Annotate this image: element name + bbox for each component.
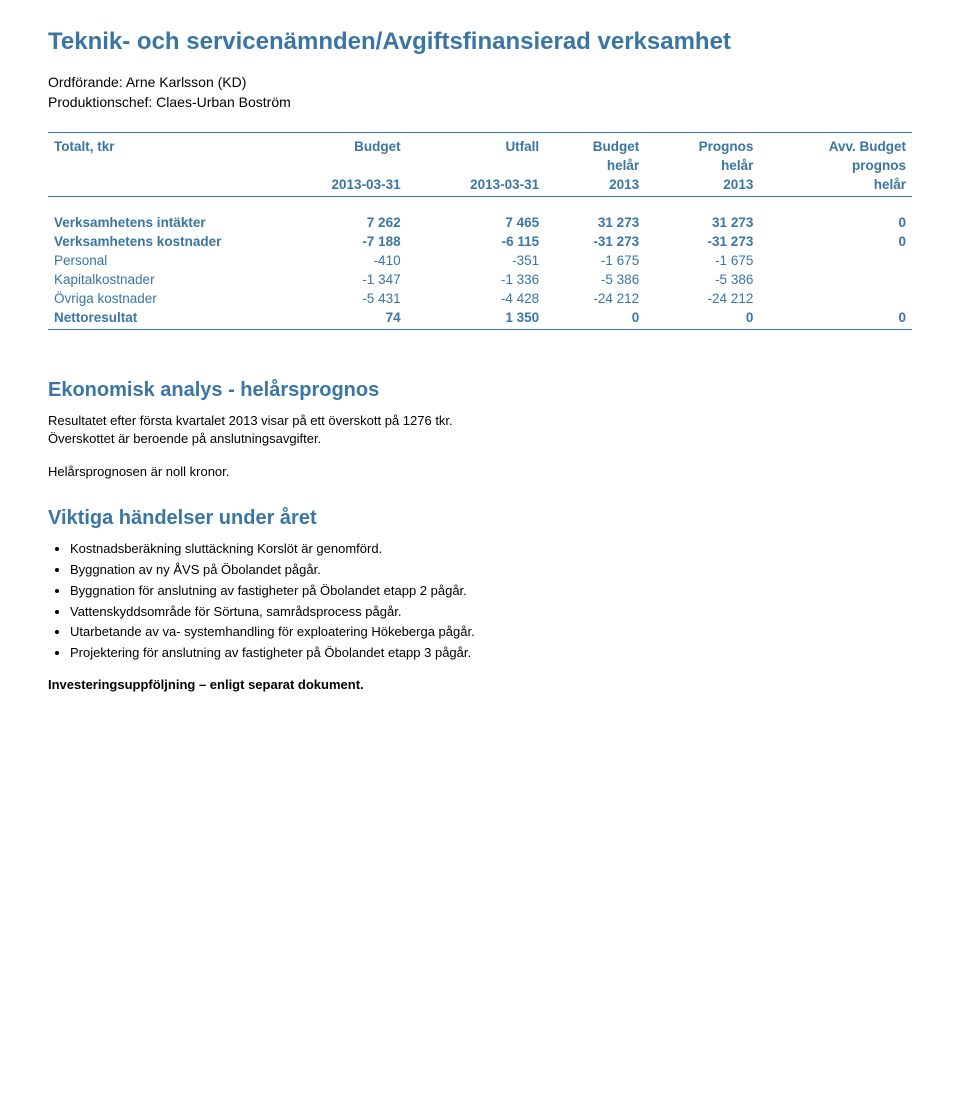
cell: -1 336	[407, 270, 546, 289]
cell: -5 386	[545, 270, 645, 289]
th-budget: Budget	[268, 133, 407, 157]
cell	[759, 289, 912, 308]
cell: -6 115	[407, 232, 546, 251]
th-blank	[48, 175, 268, 197]
th-helar: helår	[645, 156, 759, 175]
cell: -5 386	[645, 270, 759, 289]
cell: -1 347	[268, 270, 407, 289]
financial-tbody: Verksamhetens intäkter 7 262 7 465 31 27…	[48, 197, 912, 330]
cell: Verksamhetens kostnader	[48, 232, 268, 251]
cell: -24 212	[645, 289, 759, 308]
events-list: Kostnadsberäkning sluttäckning Korslöt ä…	[70, 540, 480, 663]
th-date: 2013-03-31	[268, 175, 407, 197]
cell: -7 188	[268, 232, 407, 251]
analysis-heading: Ekonomisk analys - helårsprognos	[48, 378, 480, 402]
financial-table-wrap: Totalt, tkr Budget Utfall Budget Prognos…	[48, 132, 912, 330]
th-blank	[268, 156, 407, 175]
cell: 31 273	[545, 213, 645, 232]
cell: -5 431	[268, 289, 407, 308]
cell: Personal	[48, 251, 268, 270]
th-helar: helår	[759, 175, 912, 197]
cell: -31 273	[645, 232, 759, 251]
analysis-p2: Helårsprognosen är noll kronor.	[48, 463, 480, 482]
th-avv: Avv. Budget	[759, 133, 912, 157]
list-item: Utarbetande av va- systemhandling för ex…	[70, 623, 480, 642]
footer-note: Investeringsuppföljning – enligt separat…	[48, 677, 480, 692]
cell: -1 675	[645, 251, 759, 270]
financial-table: Totalt, tkr Budget Utfall Budget Prognos…	[48, 132, 912, 330]
th-year: 2013	[645, 175, 759, 197]
cell: 7 465	[407, 213, 546, 232]
th-blank	[407, 156, 546, 175]
th-blank	[48, 156, 268, 175]
cell: 7 262	[268, 213, 407, 232]
cell: 74	[268, 308, 407, 330]
list-item: Kostnadsberäkning sluttäckning Korslöt ä…	[70, 540, 480, 559]
table-row: Verksamhetens kostnader -7 188 -6 115 -3…	[48, 232, 912, 251]
cell: 0	[645, 308, 759, 330]
cell: 0	[759, 308, 912, 330]
table-row: Verksamhetens intäkter 7 262 7 465 31 27…	[48, 213, 912, 232]
cell: 0	[759, 232, 912, 251]
list-item: Byggnation av ny ÅVS på Öbolandet pågår.	[70, 561, 480, 580]
cell: -410	[268, 251, 407, 270]
th-prognos: Prognos	[645, 133, 759, 157]
table-row: Kapitalkostnader -1 347 -1 336 -5 386 -5…	[48, 270, 912, 289]
list-item: Byggnation för anslutning av fastigheter…	[70, 582, 480, 601]
analysis-p1: Resultatet efter första kvartalet 2013 v…	[48, 412, 480, 450]
cell: -31 273	[545, 232, 645, 251]
chair-line: Ordförande: Arne Karlsson (KD)	[48, 74, 912, 90]
cell: Verksamhetens intäkter	[48, 213, 268, 232]
th-year: 2013	[545, 175, 645, 197]
cell: -4 428	[407, 289, 546, 308]
list-item: Projektering för anslutning av fastighet…	[70, 644, 480, 663]
cell: Nettoresultat	[48, 308, 268, 330]
th-budget-year: Budget	[545, 133, 645, 157]
chief-line: Produktionschef: Claes-Urban Boström	[48, 94, 912, 110]
th-date: 2013-03-31	[407, 175, 546, 197]
cell: 0	[545, 308, 645, 330]
table-row: Övriga kostnader -5 431 -4 428 -24 212 -…	[48, 289, 912, 308]
page-title: Teknik- och servicenämnden/Avgiftsfinans…	[48, 28, 912, 56]
cell	[759, 270, 912, 289]
cell	[759, 251, 912, 270]
events-heading: Viktiga händelser under året	[48, 506, 480, 530]
list-item: Vattenskyddsområde för Sörtuna, samrådsp…	[70, 603, 480, 622]
th-label: Totalt, tkr	[48, 133, 268, 157]
cell: 0	[759, 213, 912, 232]
cell: -24 212	[545, 289, 645, 308]
cell: 31 273	[645, 213, 759, 232]
table-row: Nettoresultat 74 1 350 0 0 0	[48, 308, 912, 330]
cell: Övriga kostnader	[48, 289, 268, 308]
th-helar: helår	[545, 156, 645, 175]
th-utfall: Utfall	[407, 133, 546, 157]
cell: -351	[407, 251, 546, 270]
th-prognos2: prognos	[759, 156, 912, 175]
table-row: Personal -410 -351 -1 675 -1 675	[48, 251, 912, 270]
cell: Kapitalkostnader	[48, 270, 268, 289]
cell: 1 350	[407, 308, 546, 330]
cell: -1 675	[545, 251, 645, 270]
